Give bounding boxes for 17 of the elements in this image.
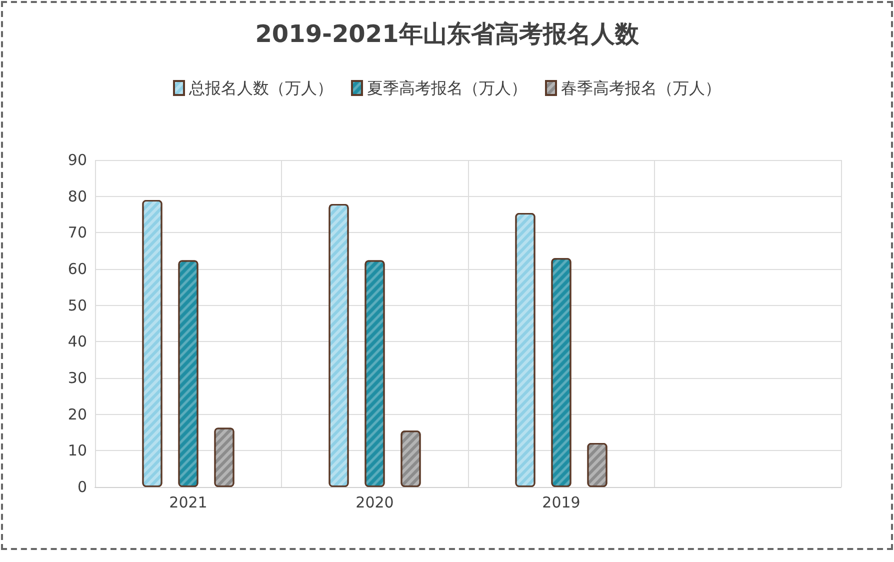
y-tick-label: 20: [68, 405, 87, 424]
y-tick-label: 30: [68, 369, 87, 387]
y-tick-label: 10: [68, 442, 87, 460]
y-tick-label: 90: [68, 151, 87, 169]
y-tick-label: 80: [68, 187, 87, 206]
x-tick-label: 2020: [356, 494, 394, 512]
y-tick-label: 0: [77, 478, 87, 496]
x-tick-label: 2021: [169, 494, 208, 512]
y-tick-label: 40: [68, 332, 87, 351]
y-tick-label: 50: [68, 296, 87, 314]
legend-label: 春季高考报名（万人）: [561, 78, 721, 98]
x-tick-label: 2019: [542, 494, 580, 512]
legend-label: 夏季高考报名（万人）: [367, 78, 527, 98]
y-tick-label: 70: [68, 224, 87, 242]
legend-label: 总报名人数（万人）: [188, 78, 333, 98]
y-tick-label: 60: [68, 260, 87, 278]
chart-title: 2019-2021年山东省高考报名人数: [255, 20, 640, 48]
